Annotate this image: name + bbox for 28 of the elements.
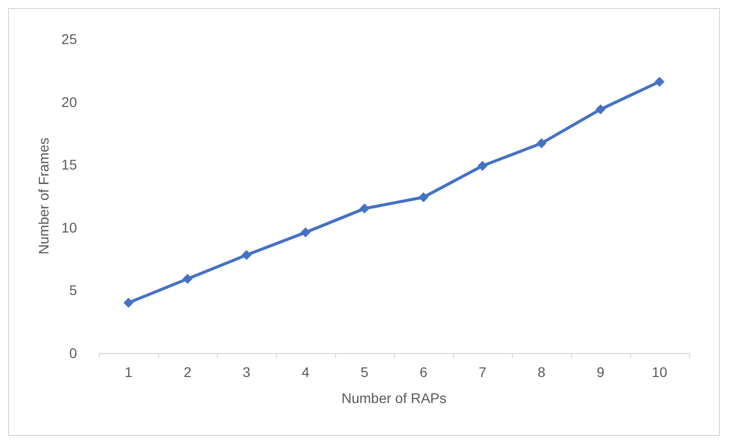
- point: [242, 250, 252, 260]
- point: [360, 204, 370, 214]
- point: [300, 227, 310, 238]
- x-tick-label: 7: [478, 364, 487, 380]
- point: [654, 76, 664, 87]
- point: [418, 192, 428, 202]
- y-tick-label: 0: [69, 345, 78, 361]
- x-tick-label: 6: [420, 364, 428, 380]
- x-tick-label: 9: [596, 364, 605, 380]
- point: [478, 160, 488, 171]
- y-tick-label: 20: [61, 94, 78, 110]
- y-tick-label: 25: [61, 31, 78, 47]
- point: [536, 138, 546, 148]
- y-tick-label: 10: [61, 219, 78, 236]
- x-tick-label: 1: [124, 364, 133, 380]
- x-axis-title: Number of RAPs: [341, 390, 447, 406]
- x-tick-label: 10: [652, 364, 668, 380]
- x-tick-label: 2: [184, 364, 192, 380]
- x-tick-label: 8: [538, 364, 546, 380]
- point: [124, 298, 134, 308]
- point: [182, 274, 192, 284]
- y-axis-title: Number of Frames: [36, 138, 52, 254]
- x-tick-label: 3: [242, 364, 251, 380]
- point: [596, 104, 606, 114]
- y-tick-label: 5: [69, 282, 78, 298]
- x-tick-label: 5: [360, 364, 369, 380]
- y-tick-label: 15: [61, 156, 78, 173]
- x-tick-label: 4: [302, 364, 310, 380]
